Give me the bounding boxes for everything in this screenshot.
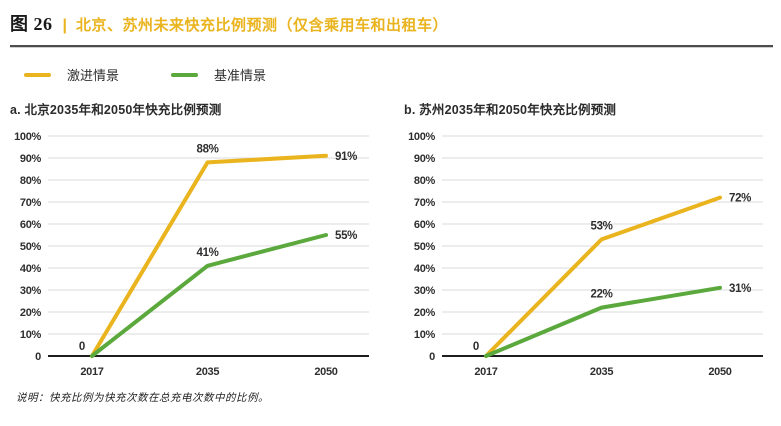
svg-text:40%: 40% [20,263,42,275]
svg-text:88%: 88% [196,143,218,155]
chart-subtitle-beijing: a. 北京2035年和2050年快充比例预测 [10,103,222,117]
svg-text:0: 0 [473,341,479,353]
svg-text:22%: 22% [590,289,612,301]
legend-item-aggressive: 激进情景 [24,65,119,84]
figure-header: 图 26 | 北京、苏州未来快充比例预测（仅含乘用车和出租车） [10,10,775,36]
svg-text:2050: 2050 [314,366,337,378]
svg-text:0: 0 [429,351,435,363]
figure-page: 图 26 | 北京、苏州未来快充比例预测（仅含乘用车和出租车） 激进情景 基准情… [8,10,775,404]
svg-text:10%: 10% [20,329,42,341]
svg-text:50%: 50% [20,241,42,253]
footnote: 说明：快充比例为快充次数在总充电次数中的比例。 [16,392,269,404]
svg-text:20%: 20% [414,307,436,319]
svg-text:55%: 55% [335,230,357,242]
chart-panel-suzhou: b. 苏州2035年和2050年快充比例预测 100% 90% 80% 70% 60% 5… [402,99,772,384]
svg-text:70%: 70% [20,197,42,209]
header-rule [10,45,773,48]
line-chart-suzhou: 100% 90% 80% 70% 60% 50% 40% 30% 20% 10% 0 2017 2035… [402,122,772,384]
svg-text:0: 0 [35,351,41,363]
svg-text:30%: 30% [414,285,436,297]
legend-label-baseline: 基准情景 [214,68,267,83]
svg-text:10%: 10% [414,329,436,341]
svg-text:80%: 80% [414,175,436,187]
svg-text:60%: 60% [20,219,42,231]
svg-text:53%: 53% [590,220,612,232]
chart-subtitle-suzhou: b. 苏州2035年和2050年快充比例预测 [404,103,617,117]
baseline-line-swatch [171,72,199,77]
chart-panel-beijing: a. 北京2035年和2050年快充比例预测 100% 90% 80% 70% 60% 5… [8,99,378,384]
svg-text:100%: 100% [408,131,435,143]
svg-text:72%: 72% [729,193,751,205]
svg-text:90%: 90% [414,153,436,165]
svg-text:100%: 100% [14,131,41,143]
svg-text:41%: 41% [196,247,218,259]
svg-text:2017: 2017 [474,366,497,378]
svg-text:60%: 60% [414,219,436,231]
figure-number-label: 图 26 [10,14,53,34]
svg-text:0: 0 [79,341,85,353]
line-chart-beijing: 100% 90% 80% 70% 60% 50% 40% 30% 20% 10% 0 2017 2035… [8,122,378,384]
legend-item-baseline: 基准情景 [171,65,266,84]
svg-text:50%: 50% [414,241,436,253]
svg-text:91%: 91% [335,151,357,163]
charts-row: a. 北京2035年和2050年快充比例预测 100% 90% 80% 70% 60% 5… [8,99,775,384]
legend-label-aggressive: 激进情景 [67,68,120,83]
aggressive-line-swatch [24,72,51,77]
svg-text:70%: 70% [414,197,436,209]
figure-title: 北京、苏州未来快充比例预测（仅含乘用车和出租车） [75,17,448,34]
svg-text:2035: 2035 [590,366,613,378]
svg-text:40%: 40% [414,263,436,275]
svg-text:30%: 30% [20,285,42,297]
svg-text:90%: 90% [20,153,42,165]
figure-title-divider: | [62,17,67,34]
svg-text:20%: 20% [20,307,42,319]
svg-text:31%: 31% [729,283,751,295]
svg-text:2050: 2050 [708,366,731,378]
svg-text:2017: 2017 [80,366,103,378]
chart-legend: 激进情景 基准情景 [24,65,775,84]
svg-text:2035: 2035 [196,366,219,378]
svg-text:80%: 80% [20,175,42,187]
